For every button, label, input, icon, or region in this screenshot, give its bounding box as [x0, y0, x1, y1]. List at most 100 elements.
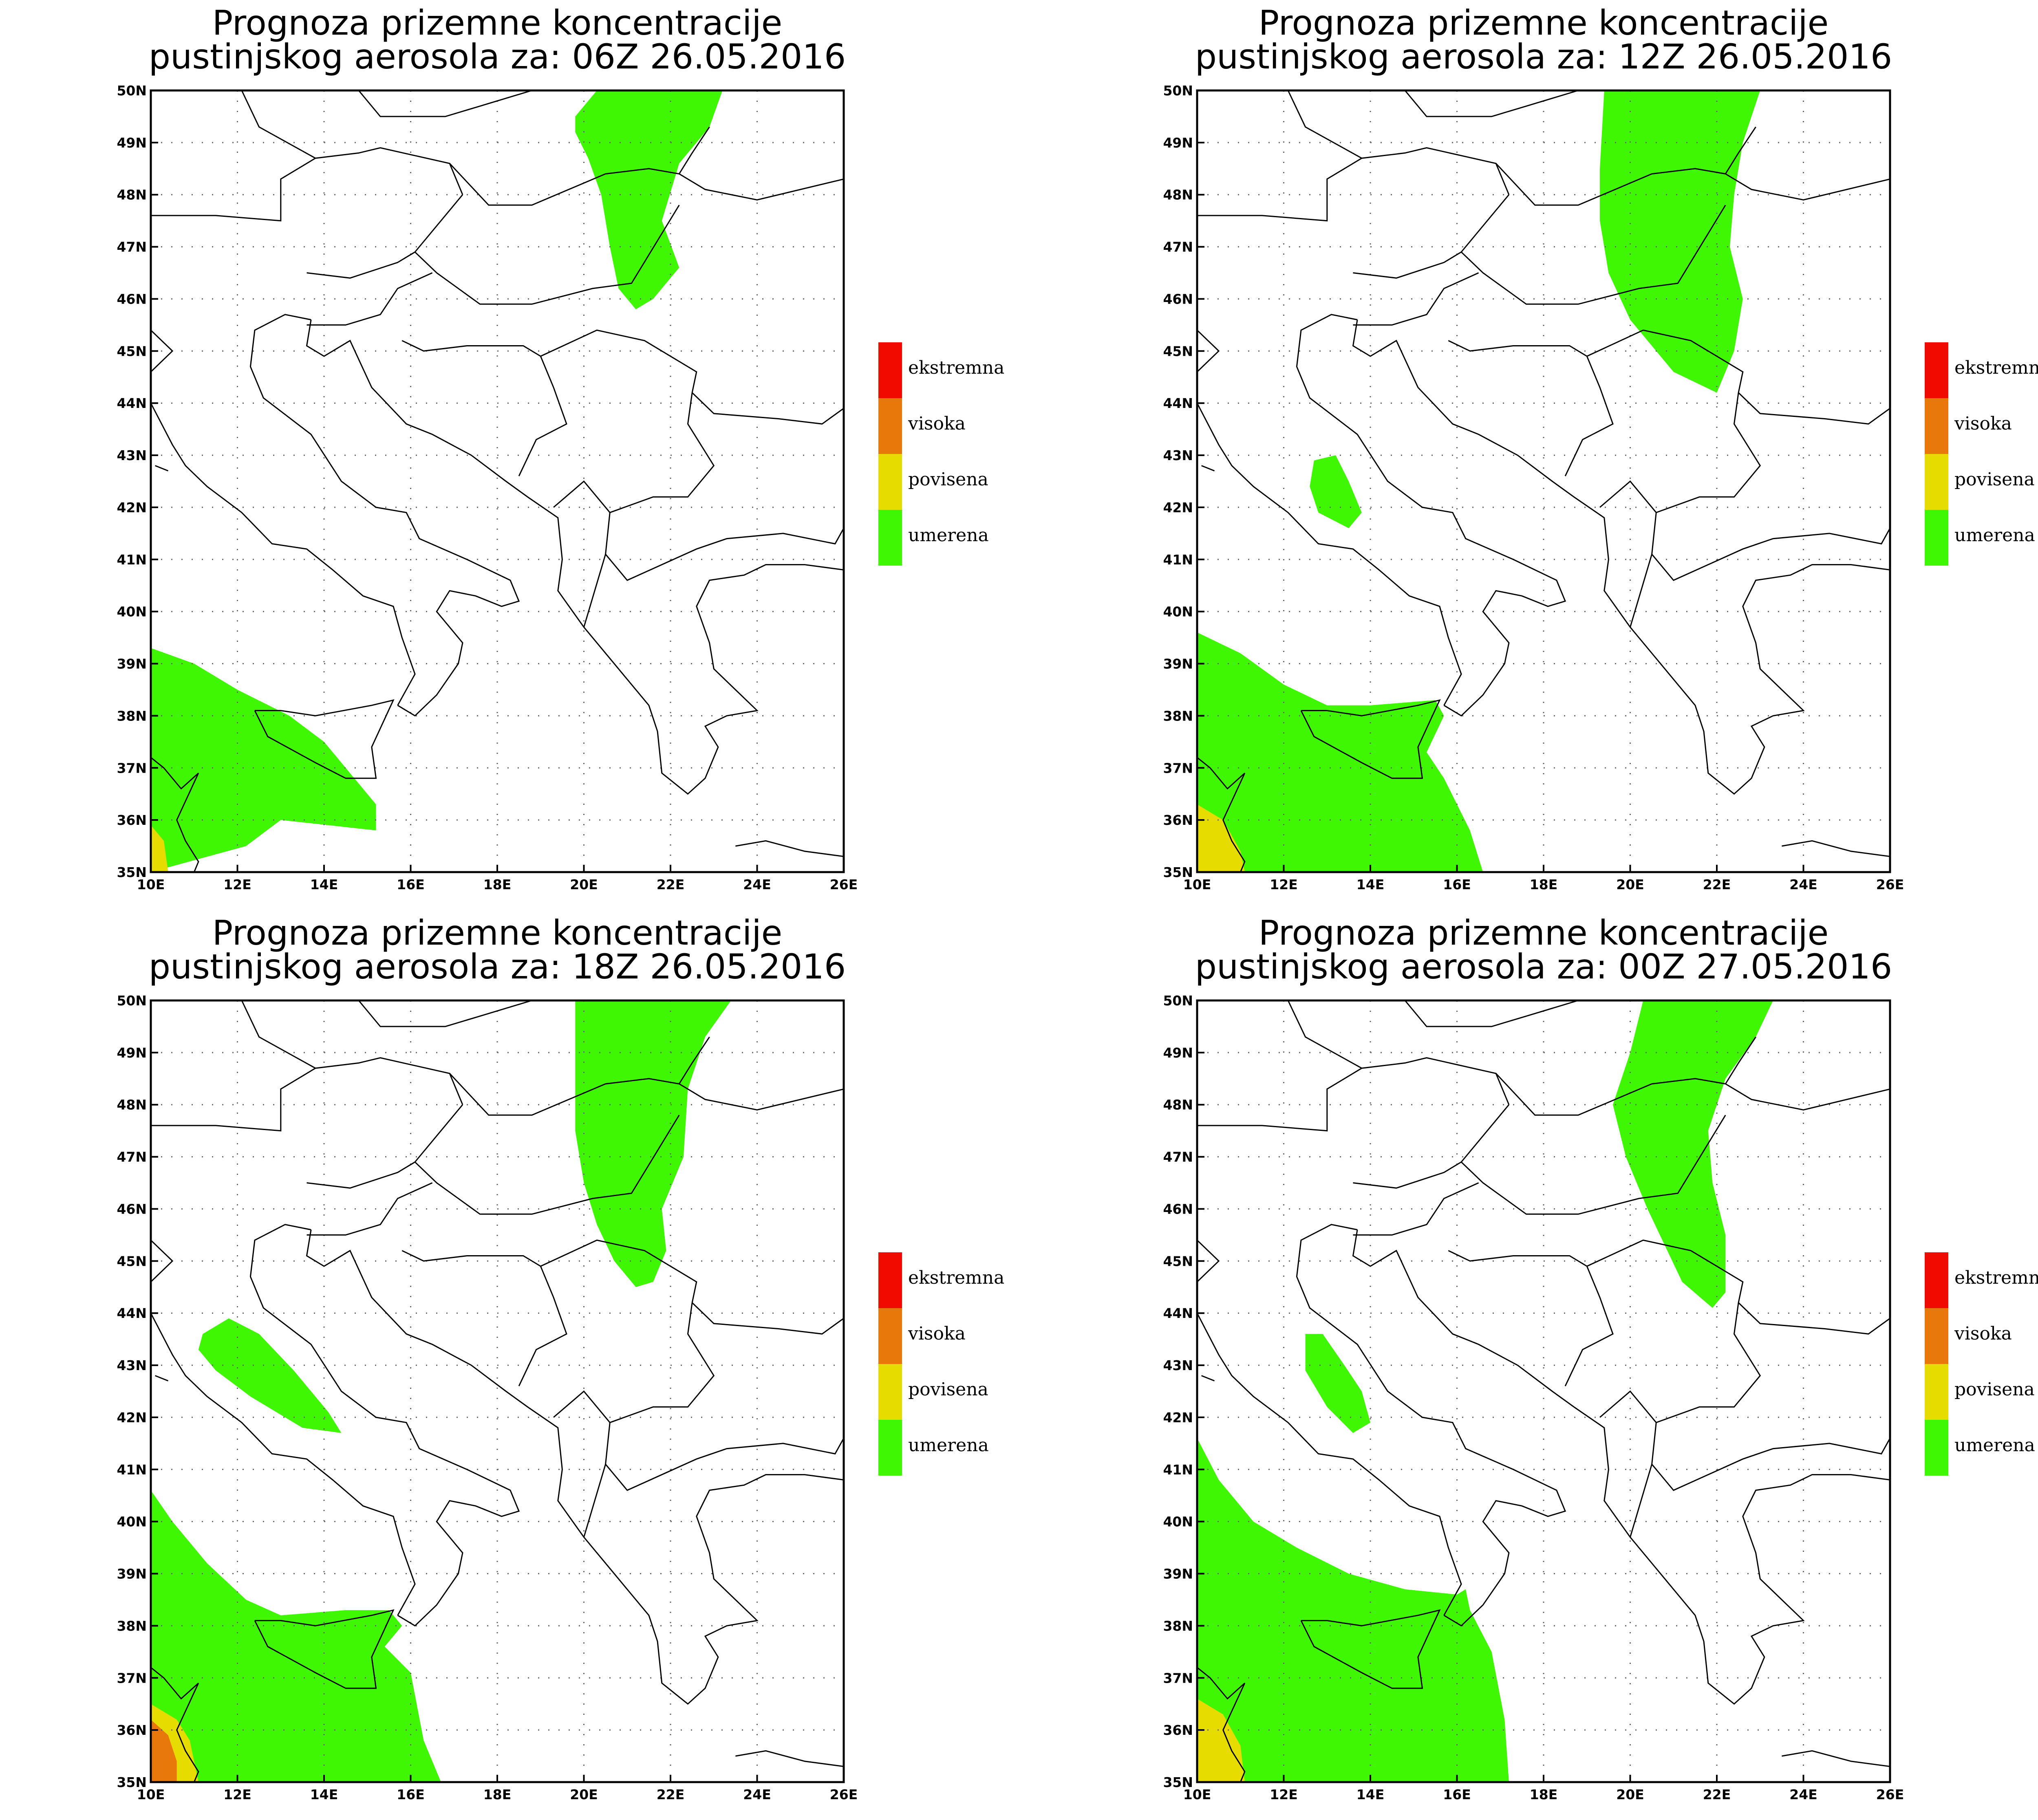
concentration-legend: ekstremna visoka povisena umerena [878, 342, 1004, 566]
country-border [540, 1239, 844, 1335]
coastline [1201, 465, 1215, 472]
country-border [1353, 1182, 1479, 1236]
panel-title-line2: pustinjskog aerosola za: 00Z 27.05.2016 [1195, 947, 1892, 987]
map-00z: Prognoza prizemne koncentracije pustinjs… [1163, 913, 2038, 1802]
x-tick-label: 12E [1270, 877, 1297, 892]
country-border [1404, 1000, 1579, 1027]
x-tick-label: 10E [137, 877, 165, 892]
y-tick-label: 43N [117, 447, 147, 463]
plume-umerena-0 [575, 1000, 731, 1287]
country-border [1404, 90, 1579, 117]
country-border [307, 272, 433, 326]
plume-umerena-0 [1600, 90, 1760, 393]
legend-swatch-visoka [878, 1308, 902, 1364]
y-tick-label: 45N [1163, 343, 1193, 359]
country-border [241, 1000, 316, 1069]
x-tick-label: 14E [310, 877, 338, 892]
coastline [151, 757, 199, 872]
x-tick-label: 22E [657, 1787, 684, 1802]
y-tick-label: 40N [117, 1514, 147, 1530]
x-tick-label: 16E [397, 877, 424, 892]
country-border [401, 1250, 567, 1386]
coastline [151, 1313, 416, 1616]
coastline [735, 840, 844, 857]
map-12z: Prognoza prizemne koncentracije pustinjs… [1163, 3, 2038, 892]
country-border [553, 392, 715, 513]
coastline [1197, 757, 1246, 872]
coastline [155, 465, 169, 472]
y-tick-label: 41N [117, 1462, 147, 1478]
y-tick-label: 50N [117, 83, 147, 99]
country-border [583, 554, 607, 628]
x-tick-label: 18E [1530, 1787, 1557, 1802]
y-tick-label: 36N [117, 812, 147, 828]
concentration-legend: ekstremna visoka povisena umerena [878, 1252, 1004, 1476]
graticule [151, 90, 844, 872]
legend-label-visoka: visoka [908, 413, 966, 434]
legend-swatch-povisena [878, 454, 902, 510]
y-tick-label: 41N [1163, 1462, 1193, 1478]
legend-swatch-ekstremna [878, 342, 902, 398]
y-tick-label: 35N [1163, 1774, 1193, 1790]
coastline [155, 1375, 169, 1382]
panel-title-line1: Prognoza prizemne koncentracije [1259, 3, 1829, 43]
y-tick-label: 50N [117, 993, 147, 1009]
legend-swatch-ekstremna [1925, 342, 1948, 398]
coastlines-and-borders [151, 90, 844, 872]
y-tick-label: 44N [117, 1305, 147, 1321]
country-border [1353, 272, 1479, 326]
y-tick-label: 45N [117, 1253, 147, 1269]
country-border [1725, 1036, 1890, 1111]
y-tick-label: 50N [1163, 993, 1193, 1009]
coastline [1201, 1375, 1215, 1382]
country-border [1353, 1104, 1510, 1189]
y-tick-label: 49N [1163, 1045, 1193, 1061]
country-border [1197, 1240, 1220, 1282]
longitude-ticks: 10E 12E 14E 16E 18E 20E 22E 24E 26E [1183, 865, 1904, 892]
country-border [678, 1036, 844, 1111]
legend-swatch-umerena [1925, 1420, 1948, 1476]
forecast-panel-18z: Prognoza prizemne koncentracije pustinjs… [0, 910, 1046, 1820]
y-tick-label: 37N [1163, 760, 1193, 776]
country-border [1197, 1057, 1510, 1132]
y-tick-label: 36N [1163, 812, 1193, 828]
latitude-ticks: 35N 36N 37N 38N 39N 40N 41N 42N 43N 44N 45N 46N 47N 4… [1163, 993, 1204, 1790]
forecast-panel-00z: Prognoza prizemne koncentracije pustinjs… [1046, 910, 2038, 1820]
aerosol-plume-layer [1197, 1000, 1773, 1782]
y-tick-label: 37N [117, 760, 147, 776]
plume-umerena-2 [1197, 1438, 1509, 1782]
x-tick-label: 26E [1876, 1787, 1904, 1802]
y-tick-label: 43N [1163, 1357, 1193, 1373]
x-tick-label: 16E [1443, 877, 1471, 892]
coastline [306, 1229, 844, 1705]
y-tick-label: 46N [117, 1201, 147, 1217]
y-tick-label: 46N [117, 291, 147, 307]
country-border [605, 512, 844, 581]
country-border [151, 1240, 174, 1282]
x-tick-label: 20E [570, 1787, 598, 1802]
y-tick-label: 43N [1163, 447, 1193, 463]
legend-label-ekstremna: ekstremna [1954, 357, 2038, 378]
y-tick-label: 47N [117, 1149, 147, 1165]
panel-title-line2: pustinjskog aerosola za: 18Z 26.05.2016 [149, 947, 846, 987]
y-tick-label: 38N [117, 1618, 147, 1634]
x-tick-label: 14E [310, 1787, 338, 1802]
legend-swatch-povisena [1925, 1364, 1948, 1420]
x-tick-label: 14E [1356, 1787, 1384, 1802]
country-border [1630, 1464, 1653, 1538]
country-border [1599, 392, 1761, 513]
coastline [1197, 1667, 1246, 1782]
y-tick-label: 37N [1163, 1670, 1193, 1686]
latitude-ticks: 35N 36N 37N 38N 39N 40N 41N 42N 43N 44N 45N 46N 47N 4… [1163, 83, 1204, 880]
y-tick-label: 43N [117, 1357, 147, 1373]
y-tick-label: 39N [117, 1566, 147, 1582]
x-tick-label: 26E [830, 1787, 858, 1802]
legend-swatch-visoka [878, 398, 902, 454]
y-tick-label: 40N [117, 604, 147, 620]
y-tick-label: 49N [117, 1045, 147, 1061]
legend-label-visoka: visoka [1954, 413, 2012, 434]
legend-label-umerena: umerena [908, 1435, 989, 1456]
aerosol-plume-layer [151, 90, 723, 872]
country-border [1287, 1000, 1362, 1069]
country-border [151, 330, 174, 372]
